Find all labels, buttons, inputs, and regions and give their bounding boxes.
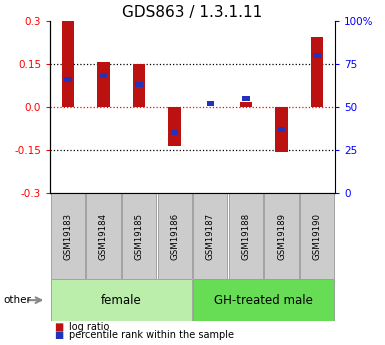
Bar [133, 64, 145, 107]
Text: ■: ■ [54, 322, 63, 332]
Bar [122, 193, 156, 279]
Bar [51, 279, 192, 321]
Text: GH-treated male: GH-treated male [214, 294, 313, 307]
Bar [311, 37, 323, 107]
Text: GSM19186: GSM19186 [170, 213, 179, 260]
Text: female: female [101, 294, 142, 307]
Bar [240, 102, 252, 107]
Text: GSM19183: GSM19183 [64, 213, 72, 260]
Bar [207, 101, 214, 106]
Bar [242, 96, 249, 101]
Bar [300, 193, 334, 279]
Title: GDS863 / 1.3.1.11: GDS863 / 1.3.1.11 [122, 4, 263, 20]
Bar [229, 193, 263, 279]
Text: GSM19189: GSM19189 [277, 213, 286, 260]
Bar [97, 62, 110, 107]
Bar [264, 193, 299, 279]
Bar [171, 130, 178, 136]
Bar [157, 193, 192, 279]
Text: GSM19187: GSM19187 [206, 213, 215, 260]
Text: ■: ■ [54, 330, 63, 340]
Text: GSM19185: GSM19185 [135, 213, 144, 260]
Bar [275, 107, 288, 151]
Bar [169, 107, 181, 146]
Text: GSM19184: GSM19184 [99, 213, 108, 260]
Bar [64, 77, 72, 82]
Text: percentile rank within the sample: percentile rank within the sample [69, 330, 234, 340]
Bar [278, 127, 285, 132]
Bar [313, 52, 321, 58]
Bar [86, 193, 121, 279]
Text: GSM19188: GSM19188 [241, 213, 250, 260]
Bar [193, 279, 334, 321]
Bar [62, 19, 74, 107]
Bar [136, 82, 143, 87]
Bar [51, 193, 85, 279]
Text: log ratio: log ratio [69, 322, 110, 332]
Text: GSM19190: GSM19190 [313, 213, 321, 260]
Text: other: other [4, 295, 32, 305]
Bar [193, 193, 228, 279]
Bar [100, 73, 107, 79]
